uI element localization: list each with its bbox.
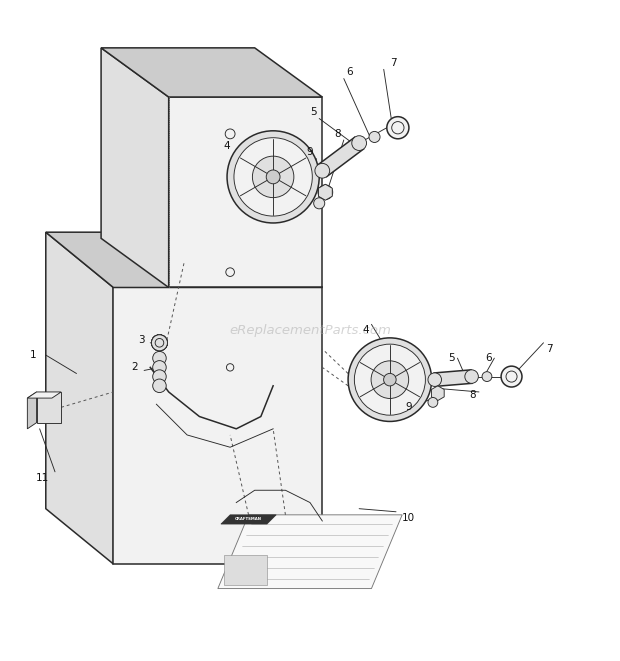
Circle shape bbox=[153, 361, 166, 374]
Circle shape bbox=[151, 335, 167, 351]
Circle shape bbox=[252, 156, 294, 198]
Polygon shape bbox=[218, 515, 402, 588]
Text: 4: 4 bbox=[224, 141, 231, 151]
Text: 8: 8 bbox=[469, 390, 476, 400]
Text: 5: 5 bbox=[310, 107, 316, 118]
Circle shape bbox=[151, 335, 167, 351]
Circle shape bbox=[151, 335, 167, 351]
Circle shape bbox=[314, 198, 325, 209]
Circle shape bbox=[151, 335, 167, 351]
Polygon shape bbox=[101, 48, 169, 288]
Polygon shape bbox=[224, 555, 267, 586]
Circle shape bbox=[465, 369, 479, 383]
Text: 3: 3 bbox=[138, 334, 144, 345]
Circle shape bbox=[352, 136, 366, 151]
Polygon shape bbox=[27, 392, 61, 398]
Circle shape bbox=[355, 344, 425, 415]
Text: 6: 6 bbox=[347, 67, 353, 77]
Polygon shape bbox=[221, 515, 276, 524]
Text: 9: 9 bbox=[405, 403, 412, 412]
Circle shape bbox=[266, 170, 280, 184]
Text: eReplacementParts.com: eReplacementParts.com bbox=[229, 324, 391, 337]
Circle shape bbox=[482, 371, 492, 381]
Text: 1: 1 bbox=[30, 350, 37, 360]
Circle shape bbox=[318, 185, 333, 200]
Text: 5: 5 bbox=[448, 353, 454, 363]
Polygon shape bbox=[37, 392, 61, 422]
Polygon shape bbox=[46, 232, 322, 288]
Circle shape bbox=[151, 335, 167, 351]
Circle shape bbox=[387, 117, 409, 139]
Circle shape bbox=[384, 373, 396, 386]
Text: CRAFTSMAN: CRAFTSMAN bbox=[235, 517, 262, 521]
Polygon shape bbox=[434, 370, 472, 387]
Circle shape bbox=[501, 366, 522, 387]
Circle shape bbox=[315, 163, 330, 178]
Circle shape bbox=[428, 397, 438, 407]
Circle shape bbox=[348, 338, 432, 422]
Circle shape bbox=[428, 373, 441, 387]
Circle shape bbox=[234, 137, 312, 216]
Circle shape bbox=[153, 379, 166, 393]
Polygon shape bbox=[319, 184, 332, 200]
Polygon shape bbox=[27, 392, 37, 429]
Text: 7: 7 bbox=[389, 58, 396, 68]
Circle shape bbox=[371, 361, 409, 399]
Circle shape bbox=[153, 352, 166, 365]
Polygon shape bbox=[46, 232, 113, 564]
Circle shape bbox=[151, 335, 167, 351]
Polygon shape bbox=[432, 386, 444, 401]
Text: 4: 4 bbox=[362, 325, 369, 336]
Text: 2: 2 bbox=[131, 362, 138, 372]
Text: 10: 10 bbox=[402, 513, 415, 523]
Polygon shape bbox=[101, 48, 322, 97]
Text: 7: 7 bbox=[546, 344, 553, 354]
Text: 6: 6 bbox=[485, 353, 492, 363]
Text: 9: 9 bbox=[307, 147, 313, 157]
Polygon shape bbox=[318, 137, 363, 176]
Text: 11: 11 bbox=[36, 473, 50, 483]
Circle shape bbox=[227, 131, 319, 223]
Polygon shape bbox=[169, 97, 322, 288]
Circle shape bbox=[153, 369, 166, 383]
Circle shape bbox=[369, 132, 380, 143]
Text: 8: 8 bbox=[334, 129, 341, 139]
Polygon shape bbox=[113, 288, 322, 564]
